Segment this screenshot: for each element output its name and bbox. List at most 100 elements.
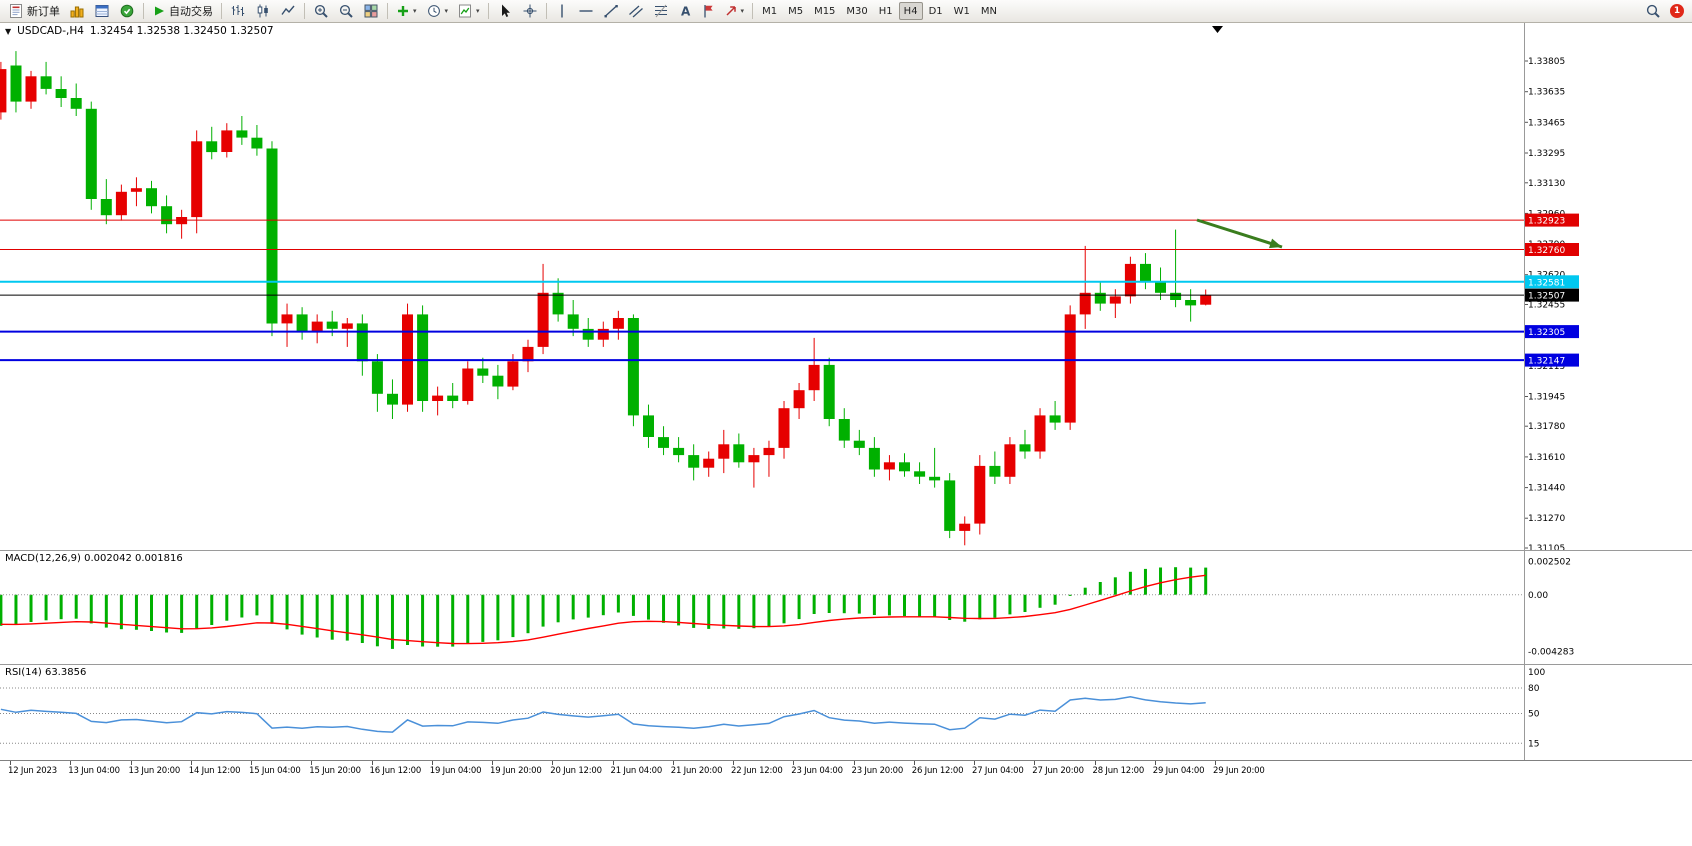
line-chart-button[interactable] xyxy=(276,1,300,21)
navigator-button[interactable] xyxy=(115,1,139,21)
candle-body xyxy=(0,69,7,113)
tf-mn[interactable]: MN xyxy=(976,2,1002,20)
candlestick-chart-button[interactable] xyxy=(251,1,275,21)
channel-button[interactable] xyxy=(624,1,648,21)
candle-body xyxy=(115,191,127,216)
chevron-down-icon: ▾ xyxy=(740,6,745,15)
candle-body xyxy=(432,395,444,401)
notification-badge[interactable]: 1 xyxy=(1670,4,1684,18)
rsi-tick: 80 xyxy=(1528,684,1540,694)
zoom-in-button[interactable] xyxy=(309,1,333,21)
time-label: 15 Jun 20:00 xyxy=(309,766,361,776)
time-tick xyxy=(793,761,795,765)
candle-body xyxy=(387,393,398,405)
price-tick: 1.31780 xyxy=(1528,422,1565,432)
chart-symbol-period: USDCAD-,H4 xyxy=(17,25,84,37)
candle-body xyxy=(507,361,519,387)
candle-body xyxy=(296,314,308,333)
candle-body xyxy=(25,76,37,102)
tf-h1[interactable]: H1 xyxy=(874,2,898,20)
tf-m1[interactable]: M1 xyxy=(757,2,782,20)
main-chart-canvas[interactable]: 1.33805 1.33635 1.33465 1.33295 1.33130 1.329… xyxy=(0,23,1692,550)
trendline-button[interactable] xyxy=(599,1,623,21)
horizontal-line-button[interactable] xyxy=(574,1,598,21)
main-chart-panel[interactable]: 1.33805 1.33635 1.33465 1.33295 1.33130 1.329… xyxy=(0,23,1692,550)
time-label: 21 Jun 04:00 xyxy=(610,766,663,776)
price-tick: 1.31440 xyxy=(1528,484,1565,494)
indicators-button[interactable]: ▾ xyxy=(392,1,421,21)
collapse-icon[interactable]: ▼ xyxy=(5,26,12,36)
time-tick xyxy=(1094,761,1096,765)
candle-body xyxy=(206,141,218,153)
time-label: 26 Jun 12:00 xyxy=(911,766,964,776)
macd-panel[interactable]: 0.002502 0.00 -0.004283 MACD(12,26,9) 0.00… xyxy=(0,550,1692,664)
candle-body xyxy=(100,199,112,216)
candle-body xyxy=(733,444,745,463)
time-label: 15 Jun 04:00 xyxy=(249,766,301,776)
candle-body xyxy=(251,137,263,149)
trendline-icon xyxy=(604,5,618,18)
tf-h4[interactable]: H4 xyxy=(898,2,923,20)
cursor-button[interactable] xyxy=(493,1,517,21)
price-label-box xyxy=(1525,353,1579,367)
rsi-line xyxy=(0,696,1206,733)
crosshair-button[interactable] xyxy=(518,1,542,21)
text-button[interactable]: A xyxy=(674,1,696,21)
time-tick xyxy=(672,761,674,765)
shift-marker[interactable] xyxy=(1212,26,1223,33)
rsi-tick: 100 xyxy=(1528,668,1545,678)
candle-body xyxy=(55,89,67,98)
price-label: 1.32507 xyxy=(1528,292,1565,302)
tf-m15[interactable]: M15 xyxy=(809,2,840,20)
time-axis[interactable]: 12 Jun 2023 13 Jun 04:00 13 Jun 20:00 14 Ju… xyxy=(0,760,1692,779)
macd-canvas[interactable]: 0.002502 0.00 -0.004283 xyxy=(0,551,1692,664)
macd-tick: 0.00 xyxy=(1528,591,1548,601)
tf-m30[interactable]: M30 xyxy=(841,2,872,20)
candle-body xyxy=(838,419,850,441)
candle-body xyxy=(974,465,986,524)
candle-body xyxy=(537,292,549,347)
label-button[interactable] xyxy=(697,1,719,21)
price-label-box xyxy=(1525,275,1579,289)
vertical-line-button[interactable] xyxy=(551,1,573,21)
time-tick xyxy=(251,761,252,765)
candle-body xyxy=(371,361,383,394)
search-icon xyxy=(1646,4,1660,18)
rsi-tick: 50 xyxy=(1528,710,1540,720)
tf-w1[interactable]: W1 xyxy=(949,2,975,20)
templates-button[interactable]: ▾ xyxy=(453,1,484,21)
time-label: 20 Jun 12:00 xyxy=(550,766,602,776)
candle-body xyxy=(70,98,82,109)
candle-body xyxy=(989,465,1001,477)
trend-arrow[interactable] xyxy=(1196,218,1283,249)
candle-body xyxy=(582,328,594,340)
tf-d1[interactable]: D1 xyxy=(924,2,948,20)
fibonacci-button[interactable] xyxy=(649,1,673,21)
rsi-canvas[interactable]: 100 80 50 15 xyxy=(0,665,1692,760)
bar-chart-button[interactable] xyxy=(226,1,250,21)
time-label: 27 Jun 04:00 xyxy=(972,766,1024,776)
candle-body xyxy=(1140,263,1151,282)
arrows-button[interactable]: ▾ xyxy=(720,1,749,21)
candle-body xyxy=(1124,263,1136,297)
zoom-out-button[interactable] xyxy=(334,1,358,21)
rsi-panel[interactable]: 100 80 50 15 RSI(14) 63.3856 xyxy=(0,664,1692,760)
tf-m5[interactable]: M5 xyxy=(783,2,808,20)
time-tick xyxy=(371,761,373,765)
navigator-icon xyxy=(120,4,134,18)
candle-body xyxy=(899,462,910,472)
market-watch-button[interactable] xyxy=(65,1,89,21)
periods-button[interactable]: ▾ xyxy=(422,1,453,21)
candle-body xyxy=(778,408,790,448)
candle-body xyxy=(1200,295,1212,305)
tile-windows-button[interactable] xyxy=(359,1,383,21)
auto-trading-button[interactable]: 自动交易 xyxy=(148,1,217,21)
trend-arrow-head xyxy=(1269,238,1282,249)
new-order-button[interactable]: 新订单 xyxy=(4,1,64,21)
search-button[interactable] xyxy=(1641,1,1665,21)
time-label: 19 Jun 20:00 xyxy=(490,766,542,776)
line-chart-icon xyxy=(281,5,295,15)
time-label: 29 Jun 20:00 xyxy=(1213,766,1265,776)
time-tick xyxy=(1034,761,1036,765)
data-window-button[interactable] xyxy=(90,1,114,21)
